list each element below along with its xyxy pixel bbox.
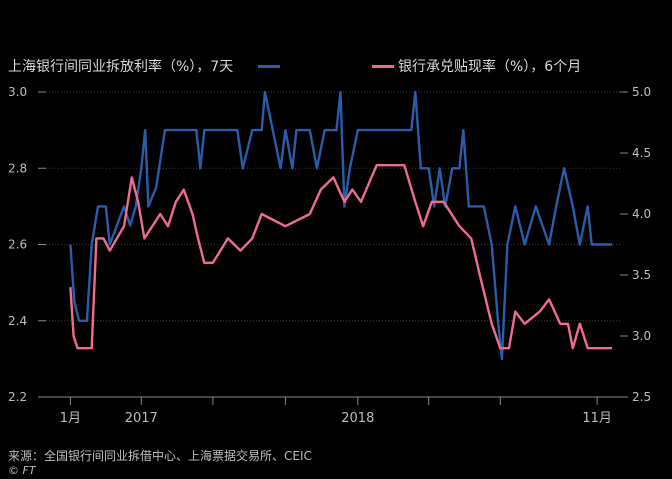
source-note: 来源：全国银行间同业拆借中心、上海票据交易所、CEIC xyxy=(8,449,312,463)
y-left-tick-label-4: 3.0 xyxy=(8,85,27,99)
y-left-tick-label-2: 2.6 xyxy=(8,238,27,252)
x-tick-label-1: 2017 xyxy=(125,411,158,426)
x-tick-label-7: 11月 xyxy=(582,411,612,426)
y-axis-left: 2.2 2.4 2.6 2.8 3.0 xyxy=(8,85,46,404)
y-left-tick-label-1: 2.4 xyxy=(8,314,27,328)
y-axis-right: 2.5 3.0 3.5 4.0 4.5 5.0 xyxy=(620,85,651,404)
y-right-tick-label-5: 5.0 xyxy=(632,85,651,99)
legend-series-2-label: 银行承兑贴现率（%），6个月 xyxy=(398,59,582,75)
legend-series-1-swatch xyxy=(258,65,280,68)
y-right-tick-label-3: 4.0 xyxy=(632,207,651,221)
y-right-tick-label-1: 3.0 xyxy=(632,329,651,343)
legend-series-2-swatch xyxy=(372,65,394,68)
copyright: © FT xyxy=(8,464,36,477)
x-tick-label-4: 2018 xyxy=(341,411,374,426)
y-left-tick-label-3: 2.8 xyxy=(8,161,27,175)
y-right-tick-label-2: 3.5 xyxy=(632,268,651,282)
legend-series-1-label: 上海银行间同业拆放利率（%），7天 xyxy=(8,59,234,75)
series-line-2 xyxy=(69,164,613,350)
y-left-tick-label-0: 2.2 xyxy=(8,390,27,404)
series-line-1 xyxy=(69,90,613,361)
x-tick-label-0: 1月 xyxy=(60,411,81,426)
series-group xyxy=(69,90,613,361)
y-right-tick-label-0: 2.5 xyxy=(632,390,651,404)
y-right-tick-label-4: 4.5 xyxy=(632,146,651,160)
x-axis: 1月 2017 2018 11月 xyxy=(46,396,620,426)
grid xyxy=(46,91,620,398)
